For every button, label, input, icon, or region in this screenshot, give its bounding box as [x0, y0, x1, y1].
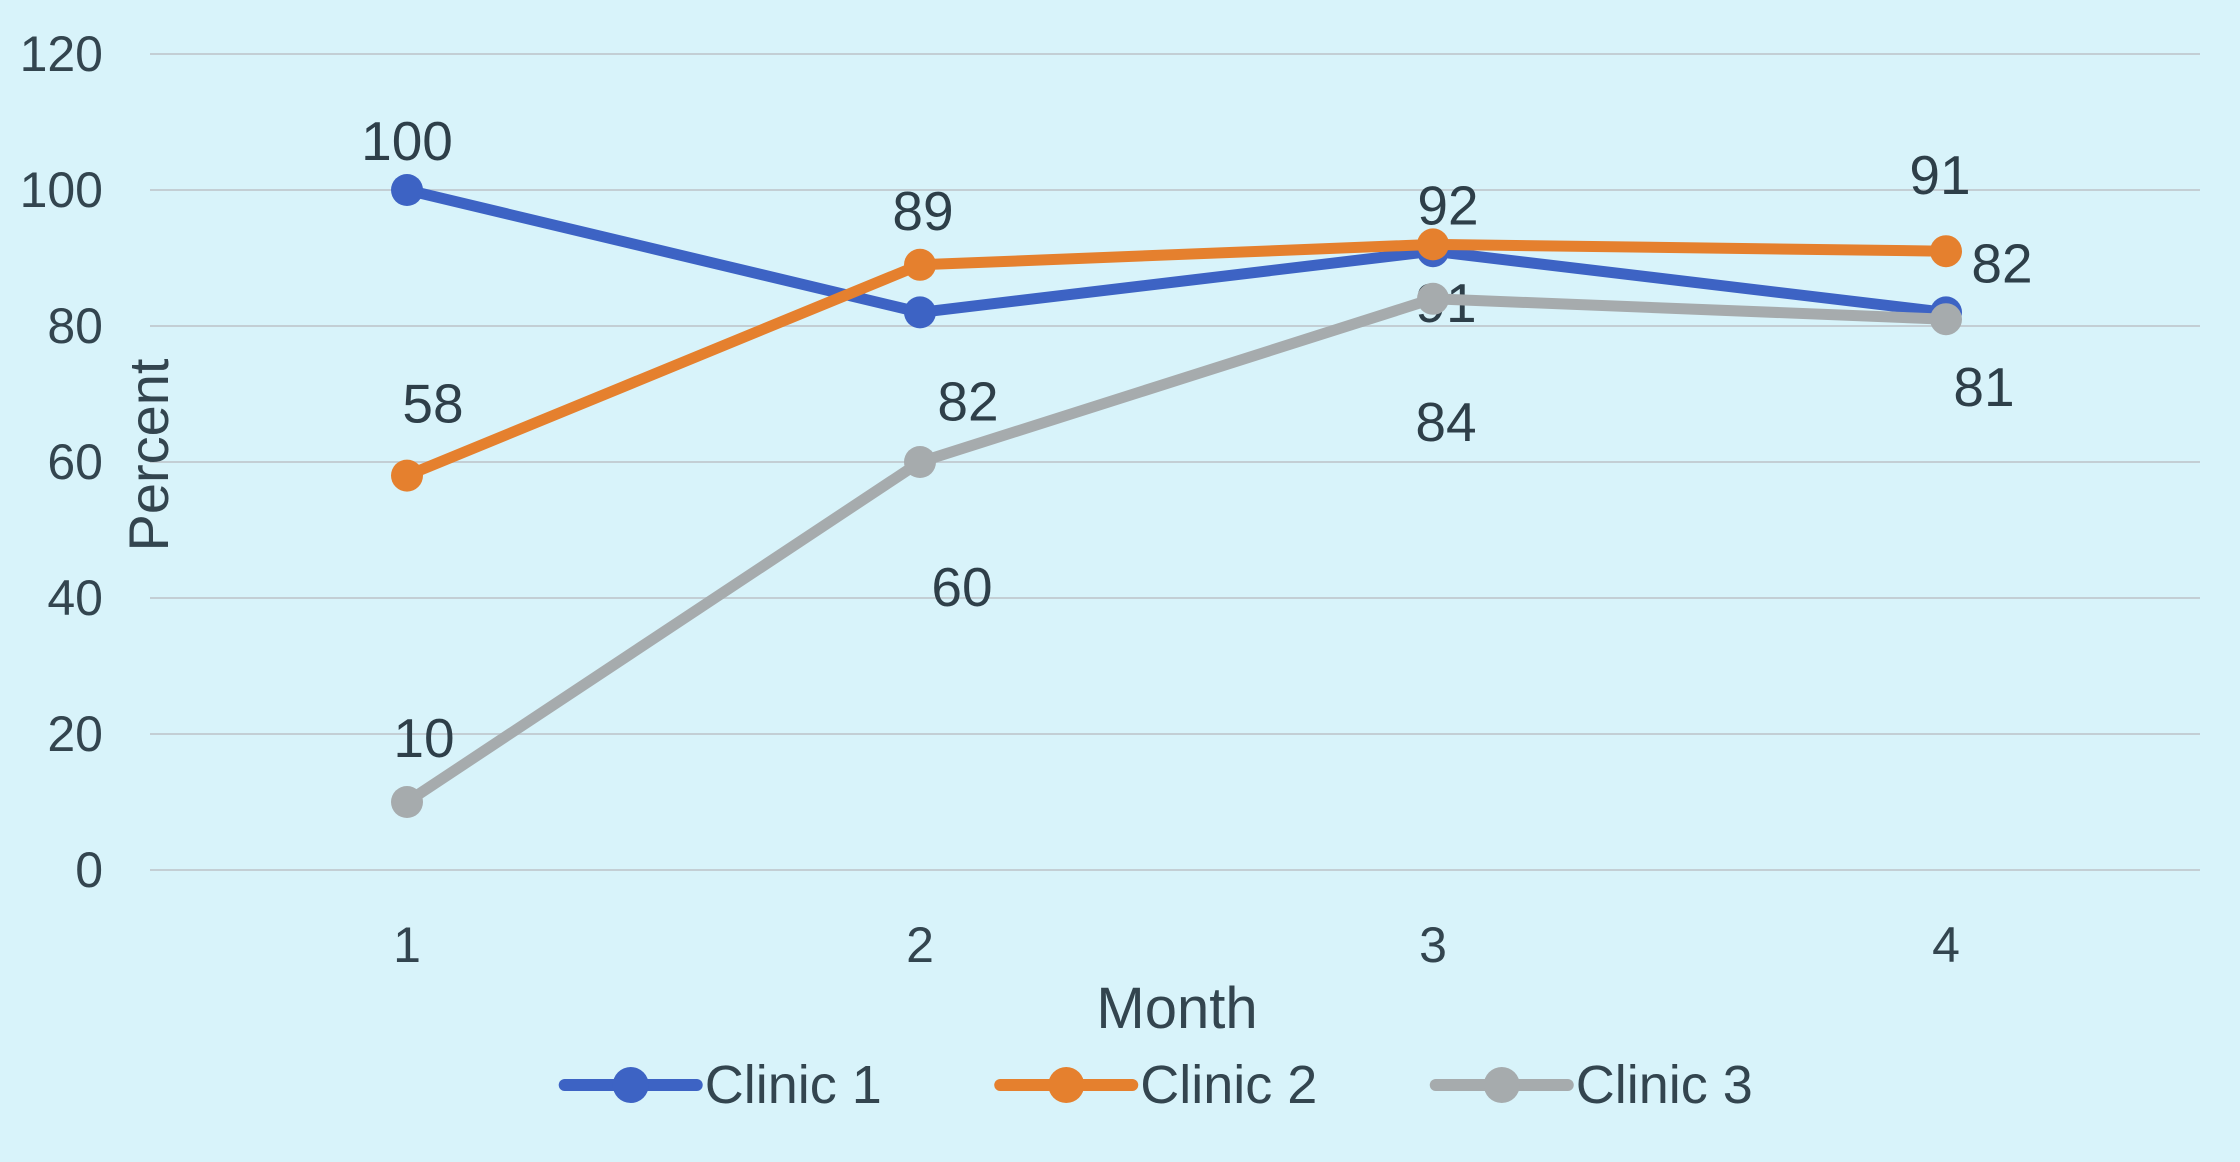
data-label-clinic-2-month-4: 91 [1909, 144, 1970, 206]
data-point-clinic-2-month-2 [904, 248, 936, 281]
data-label-clinic-3-month-4: 81 [1953, 356, 2014, 418]
data-point-clinic-3-month-1 [391, 786, 423, 818]
data-label-clinic-2-month-1: 58 [402, 373, 463, 435]
data-label-clinic-3-month-1: 10 [393, 707, 454, 769]
x-axis-title: Month [1096, 976, 1257, 1041]
series-line-clinic-3 [401, 293, 1952, 808]
x-axis-tick: 1 [393, 917, 421, 973]
y-axis-tick: 40 [47, 570, 103, 626]
x-axis-tick: 3 [1419, 917, 1447, 973]
y-axis-tick: 20 [47, 706, 103, 762]
x-axis-tick: 4 [1932, 917, 1960, 973]
legend-marker-clinic-1-icon [612, 1067, 649, 1103]
data-label-clinic-1-month-1: 100 [361, 110, 453, 172]
data-label-clinic-2-month-3: 92 [1417, 174, 1478, 236]
data-point-clinic-1-month-2 [904, 296, 936, 329]
legend-label-clinic-2: Clinic 2 [1140, 1055, 1317, 1115]
y-axis-title: Percent [117, 358, 180, 551]
series-line-clinic-2 [401, 238, 1952, 482]
series-line-clinic-1 [401, 184, 1952, 318]
legend-marker-clinic-2-icon [1048, 1067, 1085, 1103]
data-point-clinic-3-month-2 [904, 446, 936, 478]
y-axis-tick: 80 [47, 298, 103, 354]
y-axis-tick: 0 [75, 842, 103, 898]
data-label-clinic-3-month-2: 60 [931, 556, 992, 618]
data-point-clinic-2-month-1 [391, 459, 423, 492]
data-point-clinic-1-month-1 [391, 174, 423, 206]
legend-marker-clinic-3-icon [1483, 1067, 1520, 1103]
y-axis-tick: 120 [20, 26, 103, 82]
data-point-clinic-2-month-3 [1417, 228, 1449, 261]
legend-label-clinic-1: Clinic 1 [705, 1055, 882, 1115]
data-label-clinic-1-month-4: 82 [1971, 232, 2032, 294]
data-point-clinic-3-month-3 [1417, 282, 1449, 315]
data-point-clinic-3-month-4 [1930, 303, 1962, 336]
data-label-clinic-3-month-3: 84 [1415, 391, 1476, 453]
data-point-clinic-2-month-4 [1930, 235, 1962, 268]
data-label-clinic-1-month-2: 82 [937, 370, 998, 432]
x-axis-tick: 2 [906, 917, 934, 973]
y-axis-tick: 100 [20, 162, 103, 218]
y-axis-tick: 60 [47, 434, 103, 490]
legend-label-clinic-3: Clinic 3 [1576, 1055, 1753, 1115]
data-label-clinic-2-month-2: 89 [892, 180, 953, 242]
